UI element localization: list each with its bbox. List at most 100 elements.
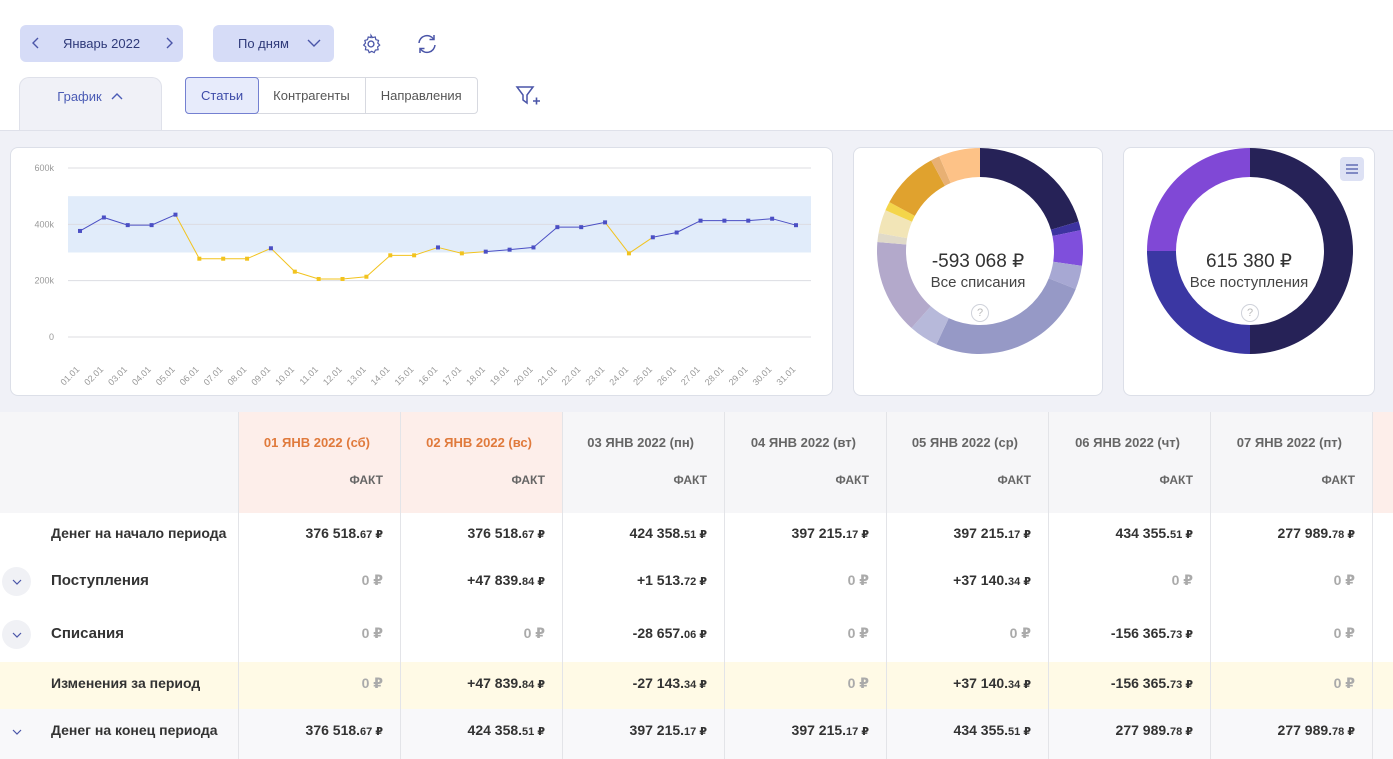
expand-income-toggle[interactable] <box>2 567 31 596</box>
donut-slice[interactable] <box>980 148 1079 230</box>
table-cell[interactable]: 0 ₽ <box>724 675 886 692</box>
data-point[interactable] <box>412 253 417 258</box>
data-point[interactable] <box>722 218 727 223</box>
table-cell[interactable]: 0 ₽ <box>400 625 562 642</box>
tab-articles[interactable]: Статьи <box>185 77 260 114</box>
donut-slice[interactable] <box>1147 148 1250 251</box>
data-point[interactable] <box>746 218 751 223</box>
filter-add-icon[interactable] <box>513 83 543 109</box>
help-icon[interactable]: ? <box>971 304 989 322</box>
donut-slice[interactable] <box>1250 148 1353 354</box>
data-point[interactable] <box>173 212 178 217</box>
data-point[interactable] <box>316 276 321 281</box>
table-cell[interactable]: 0 ₽ <box>724 572 886 589</box>
donut-slice[interactable] <box>877 233 908 245</box>
chevron-down-icon <box>12 632 21 638</box>
table-cell[interactable]: 277 989.78 ₽ <box>1048 722 1210 738</box>
table-cell[interactable]: -156 365.73 ₽ <box>1048 625 1210 641</box>
table-cell[interactable]: +1 513.72 ₽ <box>562 572 724 588</box>
donut-slice[interactable] <box>889 160 945 216</box>
tab-directions[interactable]: Направления <box>380 88 462 103</box>
table-cell[interactable]: 0 ₽ <box>238 675 400 692</box>
data-point[interactable] <box>221 256 226 261</box>
donut-slice[interactable] <box>1052 230 1083 266</box>
table-cell[interactable]: 397 215.17 ₽ <box>724 722 886 738</box>
donut-slice[interactable] <box>1048 261 1082 290</box>
table-cell[interactable]: 424 358.51 ₽ <box>562 525 724 541</box>
tab-graph[interactable]: График <box>19 77 162 131</box>
table-cell[interactable]: 434 355.51 ₽ <box>1048 525 1210 541</box>
donut-slice[interactable] <box>1050 221 1081 237</box>
data-point[interactable] <box>674 230 679 235</box>
expand-end-toggle[interactable] <box>2 717 31 746</box>
table-cell[interactable]: 397 215.17 ₽ <box>562 722 724 738</box>
table-cell[interactable]: 376 518.67 ₽ <box>238 722 400 738</box>
help-icon[interactable]: ? <box>1241 304 1259 322</box>
donut-slice[interactable] <box>878 210 913 239</box>
data-point[interactable] <box>125 223 130 228</box>
table-cell[interactable]: 277 989.78 ₽ <box>1210 525 1372 541</box>
data-point[interactable] <box>626 251 631 256</box>
table-cell[interactable]: 277 989.78 ₽ <box>1210 722 1372 738</box>
table-cell[interactable]: -28 657.06 ₽ <box>562 625 724 641</box>
table-cell[interactable]: +47 839.84 ₽ <box>400 572 562 588</box>
data-point[interactable] <box>436 245 440 250</box>
data-point[interactable] <box>292 269 297 274</box>
data-point[interactable] <box>459 251 464 256</box>
table-cell[interactable]: -27 143.34 ₽ <box>562 675 724 691</box>
data-point[interactable] <box>388 253 393 258</box>
data-point[interactable] <box>579 225 584 230</box>
table-cell[interactable]: 0 ₽ <box>886 625 1048 642</box>
donut-slice[interactable] <box>931 156 951 186</box>
chevron-left-icon[interactable] <box>30 34 42 55</box>
chevron-right-icon[interactable] <box>163 34 175 55</box>
table-cell[interactable]: 0 ₽ <box>238 572 400 589</box>
data-point[interactable] <box>483 249 488 254</box>
table-cell[interactable]: +37 140.34 ₽ <box>886 572 1048 588</box>
data-point[interactable] <box>507 247 512 252</box>
table-cell[interactable]: 376 518.67 ₽ <box>400 525 562 541</box>
tab-counterparties[interactable]: Контрагенты <box>258 78 366 113</box>
data-point[interactable] <box>197 256 202 261</box>
data-point[interactable] <box>245 256 250 261</box>
data-point[interactable] <box>531 245 536 250</box>
table-cell[interactable]: 376 518.67 ₽ <box>238 525 400 541</box>
table-cell[interactable]: 397 215.17 ₽ <box>724 525 886 541</box>
table-cell[interactable]: +37 140.34 ₽ <box>886 675 1048 691</box>
donut-slice[interactable] <box>911 306 949 345</box>
data-point[interactable] <box>268 246 273 251</box>
table-cell[interactable]: -156 365.73 ₽ <box>1048 675 1210 691</box>
period-picker[interactable]: Январь 2022 <box>20 25 183 62</box>
menu-icon[interactable] <box>1340 157 1364 181</box>
donut-slice[interactable] <box>885 202 915 222</box>
data-point[interactable] <box>364 274 369 279</box>
data-point[interactable] <box>555 225 560 230</box>
data-point[interactable] <box>603 220 608 225</box>
donut-slice[interactable] <box>939 148 980 184</box>
data-point[interactable] <box>698 218 703 223</box>
expand-expenses-toggle[interactable] <box>2 620 31 649</box>
grouping-select[interactable]: По дням <box>213 25 334 62</box>
data-point[interactable] <box>340 276 345 281</box>
table-cell[interactable]: 0 ₽ <box>1210 625 1372 642</box>
table-cell[interactable]: 0 ₽ <box>724 625 886 642</box>
gear-icon[interactable] <box>358 31 384 57</box>
donut-slice[interactable] <box>877 242 931 328</box>
table-cell[interactable]: 0 ₽ <box>238 625 400 642</box>
data-point[interactable] <box>794 223 798 228</box>
data-point[interactable] <box>101 215 106 220</box>
donut-slice[interactable] <box>1147 251 1250 354</box>
table-cell[interactable]: 434 355.51 ₽ <box>886 722 1048 738</box>
data-point[interactable] <box>770 216 775 221</box>
table-cell[interactable]: 0 ₽ <box>1210 572 1372 589</box>
data-point[interactable] <box>149 223 154 228</box>
data-point[interactable] <box>78 228 82 233</box>
table-cell[interactable]: 424 358.51 ₽ <box>400 722 562 738</box>
data-point[interactable] <box>650 235 655 240</box>
refresh-icon[interactable] <box>413 30 441 58</box>
table-cell[interactable]: 0 ₽ <box>1210 675 1372 692</box>
table-cell[interactable]: +47 839.84 ₽ <box>400 675 562 691</box>
table-cell[interactable]: 397 215.17 ₽ <box>886 525 1048 541</box>
table-cell[interactable]: 0 ₽ <box>1048 572 1210 589</box>
donut-slice[interactable] <box>936 278 1076 354</box>
